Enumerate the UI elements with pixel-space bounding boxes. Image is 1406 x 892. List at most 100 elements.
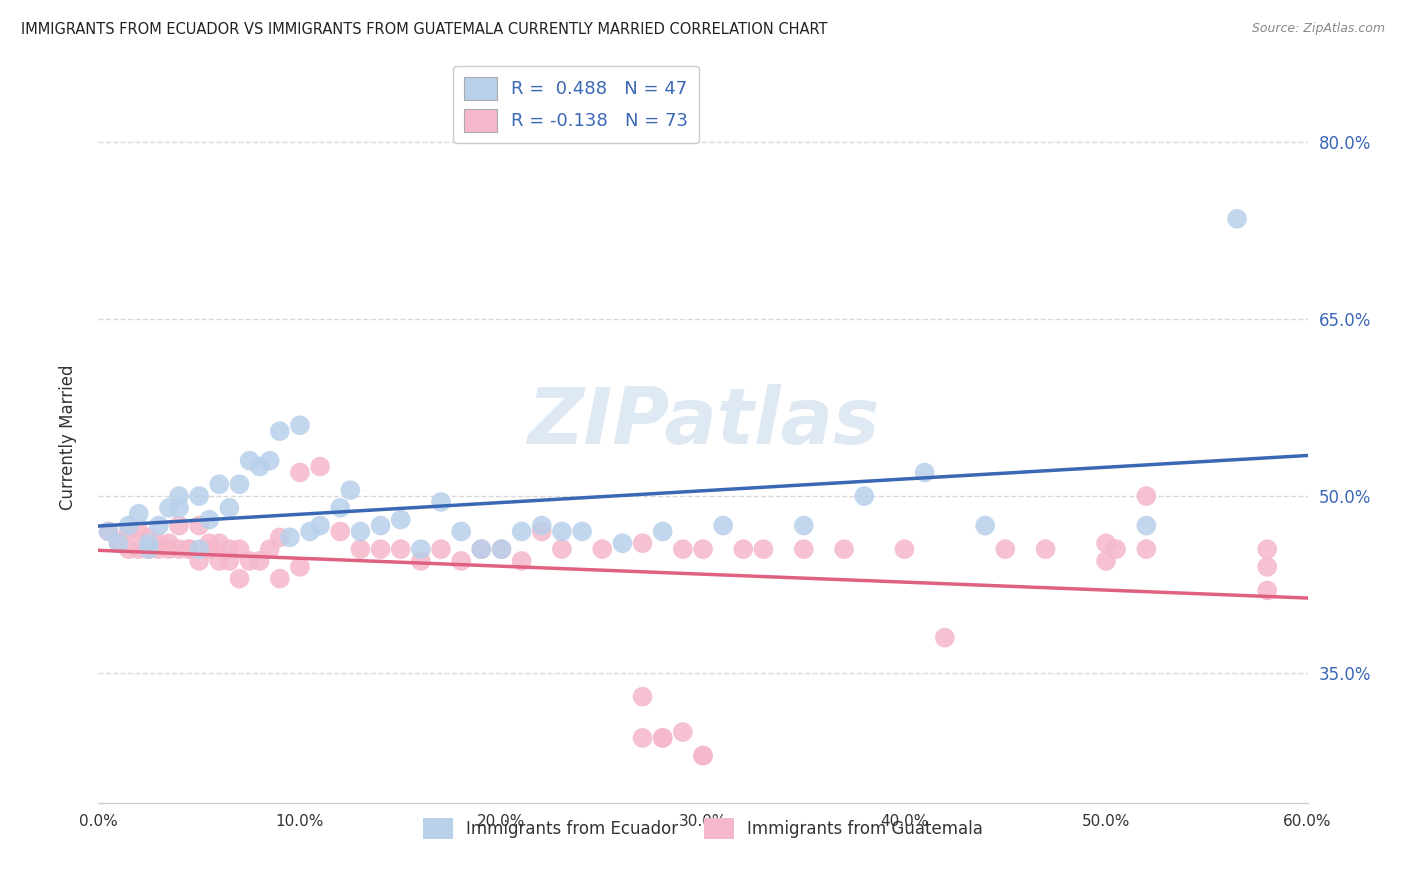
Point [228, 542, 250, 557]
Point [269, 530, 291, 544]
Point [389, 513, 412, 527]
Point [249, 459, 271, 474]
Point [249, 554, 271, 568]
Point [530, 524, 553, 539]
Point [128, 542, 150, 557]
Point [288, 418, 311, 433]
Point [339, 483, 361, 498]
Point [1226, 211, 1249, 226]
Point [1095, 554, 1118, 568]
Point [218, 542, 240, 557]
Text: Source: ZipAtlas.com: Source: ZipAtlas.com [1251, 22, 1385, 36]
Point [97, 524, 120, 539]
Point [167, 489, 190, 503]
Point [510, 524, 533, 539]
Point [288, 466, 311, 480]
Point [128, 507, 150, 521]
Point [148, 542, 170, 557]
Point [299, 524, 322, 539]
Y-axis label: Currently Married: Currently Married [59, 364, 77, 510]
Point [128, 524, 150, 539]
Point [672, 725, 695, 739]
Point [692, 748, 714, 763]
Point [1035, 542, 1057, 557]
Point [329, 524, 352, 539]
Point [349, 524, 371, 539]
Point [651, 731, 673, 745]
Point [179, 542, 201, 557]
Point [430, 542, 453, 557]
Point [470, 542, 492, 557]
Point [269, 572, 291, 586]
Point [752, 542, 775, 557]
Point [228, 477, 250, 491]
Point [974, 518, 997, 533]
Point [672, 542, 695, 557]
Point [470, 542, 492, 557]
Point [148, 518, 170, 533]
Point [571, 524, 593, 539]
Point [450, 524, 472, 539]
Point [198, 542, 221, 557]
Point [853, 489, 876, 503]
Point [349, 542, 371, 557]
Point [208, 536, 231, 550]
Point [1256, 542, 1278, 557]
Point [138, 542, 160, 557]
Point [157, 536, 180, 550]
Point [389, 542, 412, 557]
Point [157, 542, 180, 557]
Point [198, 536, 221, 550]
Point [631, 536, 654, 550]
Point [651, 731, 673, 745]
Point [1256, 583, 1278, 598]
Point [551, 542, 574, 557]
Point [118, 518, 141, 533]
Point [711, 518, 734, 533]
Point [530, 518, 553, 533]
Point [1135, 489, 1157, 503]
Legend: Immigrants from Ecuador, Immigrants from Guatemala: Immigrants from Ecuador, Immigrants from… [416, 811, 990, 846]
Point [1256, 559, 1278, 574]
Point [138, 530, 160, 544]
Point [491, 542, 513, 557]
Point [994, 542, 1017, 557]
Point [1095, 536, 1118, 550]
Point [893, 542, 915, 557]
Point [188, 554, 211, 568]
Point [157, 500, 180, 515]
Point [329, 500, 352, 515]
Point [793, 542, 815, 557]
Point [228, 572, 250, 586]
Point [409, 542, 432, 557]
Point [309, 518, 332, 533]
Text: IMMIGRANTS FROM ECUADOR VS IMMIGRANTS FROM GUATEMALA CURRENTLY MARRIED CORRELATI: IMMIGRANTS FROM ECUADOR VS IMMIGRANTS FR… [21, 22, 828, 37]
Point [167, 500, 190, 515]
Point [288, 559, 311, 574]
Point [1105, 542, 1128, 557]
Point [239, 453, 262, 467]
Point [551, 524, 574, 539]
Point [510, 554, 533, 568]
Point [733, 542, 755, 557]
Point [218, 500, 240, 515]
Point [148, 536, 170, 550]
Point [409, 554, 432, 568]
Point [208, 554, 231, 568]
Point [430, 495, 453, 509]
Point [612, 536, 634, 550]
Point [692, 542, 714, 557]
Point [631, 690, 654, 704]
Text: ZIPatlas: ZIPatlas [527, 384, 879, 460]
Point [1135, 518, 1157, 533]
Point [793, 518, 815, 533]
Point [934, 631, 956, 645]
Point [239, 554, 262, 568]
Point [118, 542, 141, 557]
Point [914, 466, 936, 480]
Point [278, 530, 301, 544]
Point [188, 518, 211, 533]
Point [370, 542, 392, 557]
Point [107, 536, 129, 550]
Point [309, 459, 332, 474]
